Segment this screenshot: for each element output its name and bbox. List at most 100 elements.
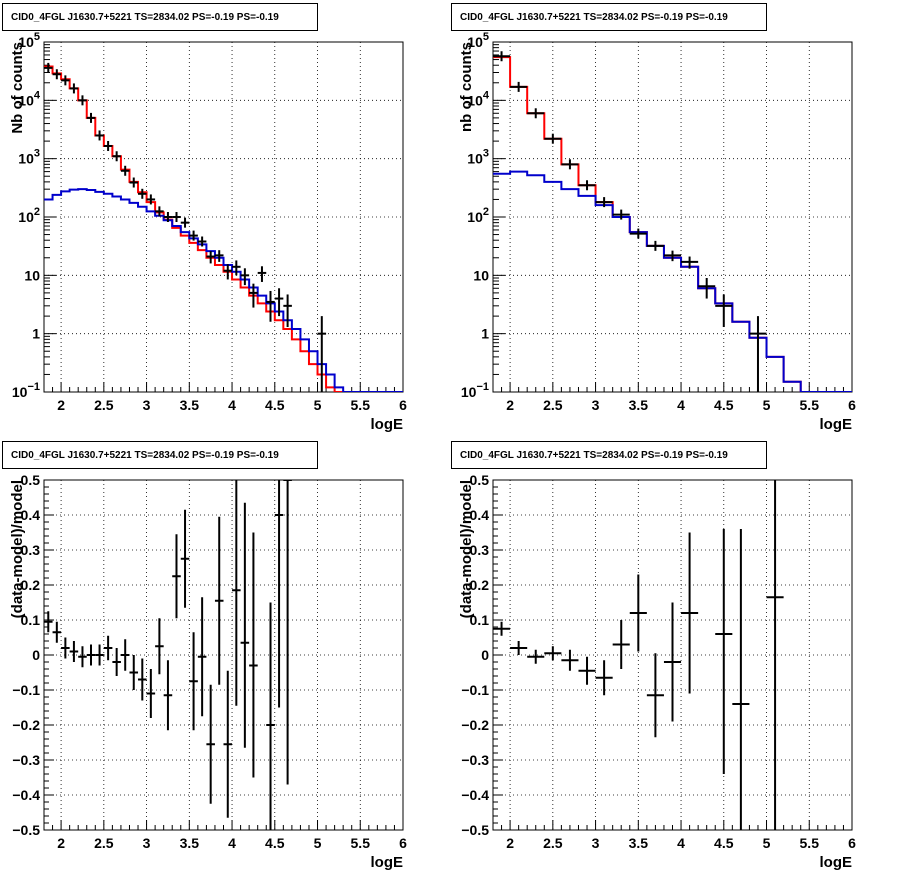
x-tick-label: 2 [57, 835, 65, 851]
x-tick-label: 4 [677, 835, 685, 851]
x-axis-title: logE [820, 416, 853, 433]
axis-ticks [492, 479, 853, 831]
axis-ticks [43, 44, 404, 393]
x-tick-label: 2.5 [543, 397, 563, 413]
y-tick-label: −0.3 [12, 752, 40, 768]
x-tick-label: 3.5 [180, 835, 200, 851]
data-point [120, 165, 130, 176]
data-point [120, 639, 130, 671]
x-tick-label: 6 [399, 397, 407, 413]
x-tick-label: 5 [314, 835, 322, 851]
plot-frame [43, 41, 404, 393]
data-point [732, 529, 750, 830]
x-tick-label: 4 [228, 835, 236, 851]
x-tick-label: 4 [228, 397, 236, 413]
counts-plot-left: 2 2.5 3 3.5 4 4.5 5 5.5 610−1110102103104105logE… [9, 31, 407, 433]
data-point [95, 130, 104, 141]
y-tick-label: 10−1 [461, 381, 489, 400]
x-tick-label: 3.5 [629, 835, 649, 851]
x-tick-label: 6 [399, 835, 407, 851]
data-point [197, 597, 207, 717]
data-point [629, 228, 647, 239]
residual-plot-right: 2 2.5 3 3.5 4 4.5 5 5.5 6 −0.5 −0.4 −0.3 −0.2 −0.1 0 0.… [458, 472, 856, 871]
y-tick-label: 0.1 [470, 612, 490, 628]
data-point [257, 266, 267, 282]
y-tick-label: 10 [473, 267, 489, 283]
data-point [527, 649, 545, 664]
y-tick-label: −0.2 [12, 717, 40, 733]
data-point [663, 250, 682, 262]
x-tick-label: 2 [506, 835, 514, 851]
data-point [561, 649, 579, 671]
data-point [698, 278, 716, 299]
panel-bottom-left: CID0_4FGL J1630.7+5221 TS=2834.02 PS=-0.… [0, 438, 449, 875]
data-point [197, 236, 207, 247]
data-point [595, 197, 613, 208]
data-point [61, 637, 70, 659]
y-tick-label: 0.4 [470, 507, 490, 523]
data-point [715, 294, 733, 328]
counts-plot-right: 2 2.5 3 3.5 4 4.5 5 5.5 610−1110102103104105logE… [458, 31, 856, 433]
x-tick-label: 6 [848, 835, 856, 851]
plot-frame [492, 41, 853, 393]
data-point [86, 644, 96, 666]
y-tick-label: 102 [467, 206, 489, 225]
y-tick-label: −0.1 [461, 682, 489, 698]
data-point [146, 669, 156, 718]
x-tick-label: 3.5 [629, 397, 649, 413]
data-point [163, 212, 173, 222]
data-point [681, 532, 699, 694]
x-tick-label: 5 [314, 397, 322, 413]
grid [493, 41, 853, 393]
y-tick-label: 103 [18, 148, 40, 167]
y-tick-label: 102 [18, 206, 40, 225]
data-point [249, 532, 258, 778]
x-tick-label: 4.5 [714, 397, 734, 413]
data-point [180, 509, 190, 608]
x-tick-label: 2 [506, 397, 514, 413]
data-point [86, 112, 96, 123]
x-tick-label: 4 [677, 397, 685, 413]
x-tick-label: 4.5 [265, 835, 285, 851]
data-point [78, 95, 87, 106]
y-tick-label: 0.3 [21, 542, 41, 558]
x-tick-label: 5.5 [800, 397, 820, 413]
data-point [578, 180, 596, 191]
data-point [146, 194, 156, 205]
y-tick-label: 0.2 [21, 577, 41, 593]
data-point [612, 620, 630, 669]
data-point [155, 206, 164, 217]
data-point [52, 69, 62, 80]
data-point [163, 660, 173, 731]
y-tick-label: 0.4 [21, 507, 41, 523]
grid [44, 41, 404, 393]
x-tick-label: 3 [143, 397, 151, 413]
data-point [103, 635, 113, 661]
data-point [112, 151, 121, 162]
data-point [129, 177, 139, 188]
y-tick-label: −0.5 [461, 822, 489, 838]
y-tick-label: −0.3 [461, 752, 489, 768]
x-tick-label: 5.5 [351, 397, 371, 413]
data-point [646, 240, 664, 251]
data-point [317, 316, 327, 392]
data-point [283, 294, 292, 328]
data-point [232, 260, 241, 276]
x-tick-label: 4.5 [265, 397, 285, 413]
x-tick-label: 3 [592, 835, 600, 851]
data-point [172, 534, 181, 619]
data-point [214, 250, 224, 262]
data-point [138, 188, 147, 199]
histogram-series-0 [44, 65, 403, 392]
data-point [44, 611, 53, 633]
y-tick-label: 0.5 [470, 472, 490, 488]
data-point [715, 529, 733, 774]
data-point [493, 51, 511, 62]
x-axis-title: logE [820, 854, 853, 871]
data-layer [44, 480, 292, 830]
y-tick-label: 0 [32, 647, 40, 663]
data-point [240, 268, 250, 286]
data-point [527, 108, 545, 119]
data-layer [493, 51, 852, 392]
data-point [240, 502, 250, 748]
